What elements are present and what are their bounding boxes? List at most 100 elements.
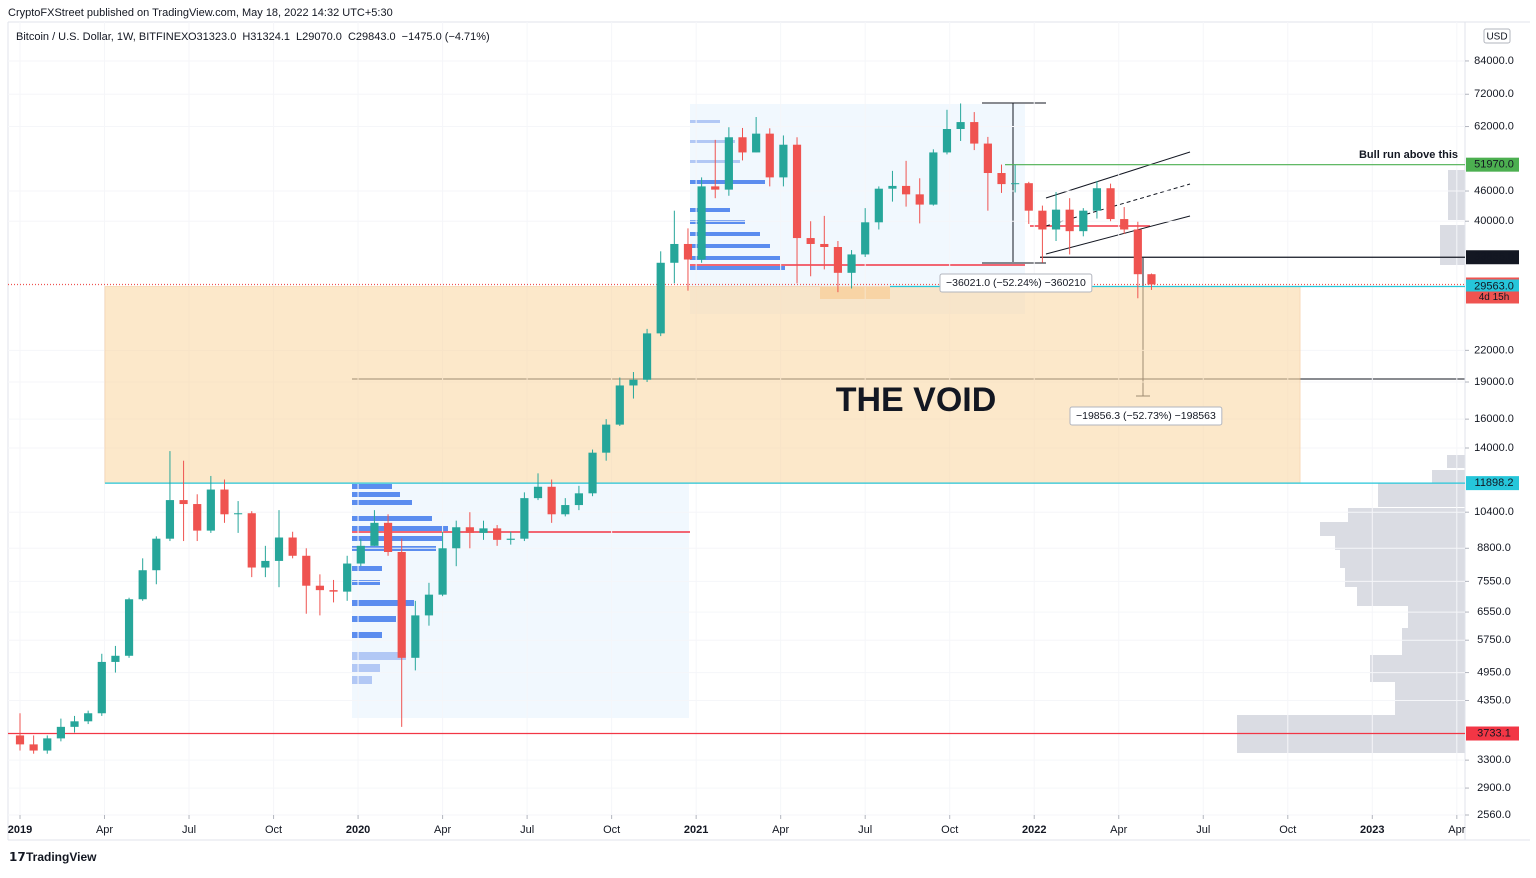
y-tick-label: 16000.0 — [1474, 413, 1514, 425]
x-tick-label: Oct — [265, 824, 282, 836]
y-tick-label: 22000.0 — [1474, 344, 1514, 356]
candle-body — [1106, 188, 1115, 220]
candle-body — [1024, 183, 1033, 211]
candle-body — [711, 186, 720, 190]
candle-body — [1092, 188, 1102, 211]
x-tick-label: Apr — [96, 824, 113, 836]
candle-body — [697, 186, 706, 260]
currency-box — [1483, 28, 1511, 44]
candle-body — [165, 500, 175, 539]
candle-body — [915, 194, 924, 205]
x-tick-label: Apr — [434, 824, 451, 836]
main-layer: 84000.0 72000.0 62000.0 46000.0 40000.0 22000… — [8, 55, 1519, 836]
candle-body — [861, 222, 870, 255]
candle-body — [779, 144, 788, 178]
x-tick-label: Apr — [772, 824, 789, 836]
candle-body — [70, 721, 79, 727]
candle-body — [302, 555, 311, 586]
candle-body — [220, 489, 229, 515]
y-tick-label: 2560.0 — [1477, 809, 1511, 821]
candle-body — [56, 726, 65, 739]
candle-body — [479, 528, 488, 533]
channel-line — [1045, 151, 1191, 199]
candle-body — [997, 173, 1006, 185]
x-tick-label: Oct — [603, 824, 620, 836]
candle-body — [424, 594, 434, 616]
y-tick-label: 8800.0 — [1477, 542, 1511, 554]
x-tick-label: Apr — [1448, 824, 1465, 836]
candle-body — [1079, 210, 1088, 232]
candle-body — [411, 615, 420, 658]
brand: TradingView — [26, 850, 97, 864]
candle-body — [465, 527, 474, 533]
y-tick-label: 4950.0 — [1477, 666, 1511, 678]
candle-body — [370, 522, 379, 546]
candle-body — [629, 379, 638, 386]
x-tick-label: Oct — [1279, 824, 1296, 836]
ohlc-value: −1475.0 (−4.71%) — [402, 31, 490, 43]
y-tick-label: 62000.0 — [1474, 120, 1514, 132]
countdown: 4d 15h — [1479, 292, 1510, 303]
candle-body — [574, 493, 584, 506]
candle-body — [206, 489, 215, 531]
candle-body — [1051, 209, 1061, 230]
ohlc-value: L29070.0 — [296, 31, 342, 43]
x-tick-label: 2023 — [1360, 824, 1384, 836]
candle-body — [765, 133, 774, 178]
candle-body — [397, 551, 406, 658]
y-tick-label: 7550.0 — [1477, 575, 1511, 587]
candle-body — [970, 122, 979, 144]
candle-body — [806, 238, 815, 244]
candle-body — [15, 735, 25, 745]
price-tag-label: 11898.2 — [1475, 477, 1514, 489]
candle-body — [588, 452, 597, 494]
y-tick-label: 14000.0 — [1474, 442, 1514, 454]
candle-body — [138, 570, 147, 600]
candle-body — [193, 504, 202, 531]
candle-body — [1038, 210, 1047, 230]
x-tick-label: 2019 — [8, 824, 32, 836]
candle-body — [888, 185, 897, 189]
price-tag — [1466, 250, 1519, 265]
candle-body — [274, 537, 284, 561]
bull-label: Bull run above this — [1359, 149, 1458, 161]
y-tick-label: 40000.0 — [1474, 215, 1514, 227]
price-tag — [1466, 476, 1519, 491]
right-volume-profile — [1237, 170, 1465, 753]
x-tick-label: Jul — [520, 824, 534, 836]
candle-body — [247, 513, 256, 568]
candle-body — [942, 129, 952, 153]
candle-body — [847, 254, 856, 273]
price-tag-label: 29563.0 — [1474, 280, 1514, 292]
publisher: CryptoFXStreet published on TradingView.… — [8, 7, 393, 19]
x-tick-label: Jul — [182, 824, 196, 836]
candle-body — [356, 545, 365, 564]
candle-body — [738, 137, 747, 153]
y-tick-label: 46000.0 — [1474, 185, 1514, 197]
candle-body — [84, 713, 93, 722]
candle-body — [1147, 274, 1156, 285]
y-tick-label: 6550.0 — [1477, 606, 1511, 618]
price-tag — [1466, 157, 1519, 172]
candle-body — [111, 655, 120, 662]
candle-body — [452, 527, 461, 549]
candle-body — [929, 152, 938, 205]
candle-body — [343, 563, 352, 592]
candle-body — [533, 486, 543, 499]
y-tick-label: 5750.0 — [1477, 634, 1511, 646]
candle-body — [752, 133, 761, 153]
candle-body — [520, 498, 529, 539]
currency: USD — [1486, 32, 1507, 43]
candle-body — [792, 144, 802, 239]
price-tag — [1466, 279, 1519, 294]
y-tick-label: 3300.0 — [1477, 754, 1511, 766]
void-layer — [8, 22, 1465, 816]
price-tag-label: 33855.0 — [1474, 251, 1514, 263]
candle-body — [642, 333, 652, 380]
candle-body — [820, 243, 829, 247]
candle-body — [43, 738, 52, 751]
candle-body — [288, 537, 297, 556]
candle-body — [547, 486, 556, 515]
candle-body — [493, 528, 502, 540]
y-tick-label: 84000.0 — [1474, 55, 1514, 67]
